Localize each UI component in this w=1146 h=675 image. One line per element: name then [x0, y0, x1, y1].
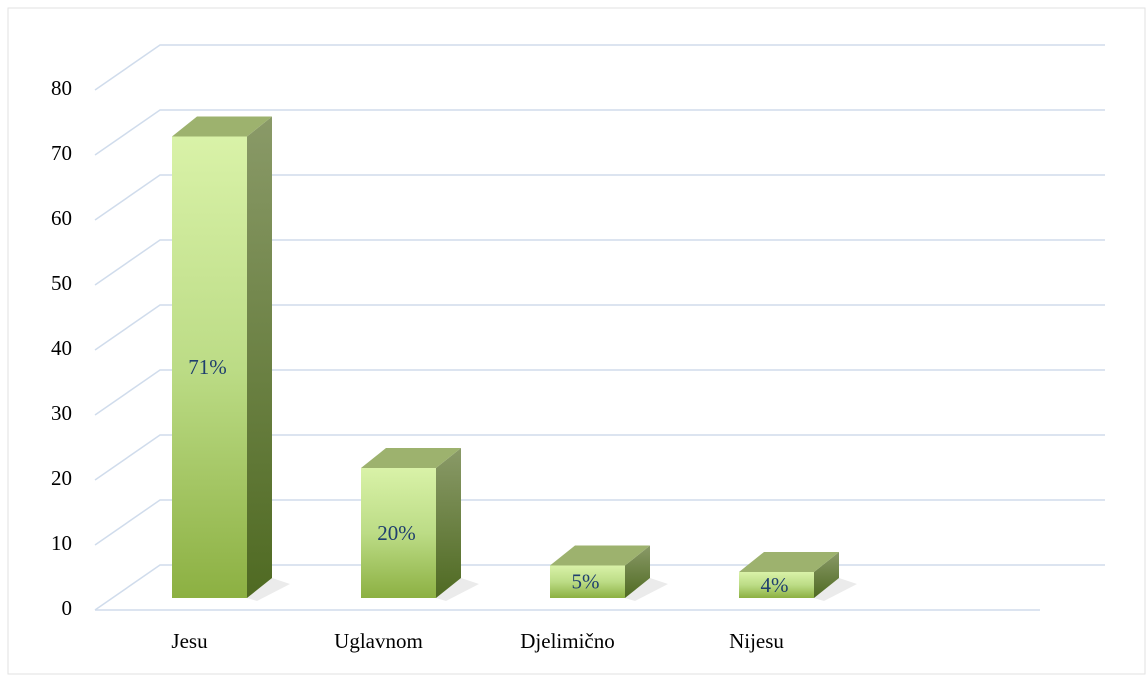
- grid-line: [94, 369, 1105, 416]
- bar-shadow: [247, 578, 290, 601]
- y-tick-label: 10: [51, 531, 72, 555]
- bar-front: [550, 565, 625, 598]
- bar-side: [247, 116, 272, 598]
- bar: [739, 552, 857, 601]
- y-tick-label: 0: [62, 596, 73, 620]
- bar-side: [814, 552, 839, 598]
- grid-line: [94, 499, 1105, 546]
- value-label: 71%: [188, 355, 227, 379]
- bar-shadow: [814, 578, 857, 601]
- x-tick-label: Nijesu: [729, 629, 784, 653]
- grid-line: [94, 44, 1105, 91]
- bar-side: [625, 545, 650, 598]
- grid-line: [94, 174, 1105, 221]
- bar-top: [739, 552, 839, 572]
- y-tick-label: 80: [51, 76, 72, 100]
- bar-top: [172, 116, 272, 137]
- grid-line: [94, 239, 1105, 286]
- bar: [550, 545, 668, 601]
- y-tick-label: 20: [51, 466, 72, 490]
- bar-front: [739, 572, 814, 598]
- bar: [172, 116, 290, 601]
- grid-line: [94, 109, 1105, 156]
- bar-front: [361, 468, 436, 598]
- y-tick-label: 40: [51, 336, 72, 360]
- bar-shadow: [436, 578, 479, 601]
- grid-line: [94, 304, 1105, 351]
- bar: [361, 448, 479, 601]
- grid-line: [94, 434, 1105, 481]
- y-tick-label: 30: [51, 401, 72, 425]
- frame: [7, 7, 1146, 675]
- value-label: 20%: [377, 521, 416, 545]
- value-label: 4%: [761, 573, 789, 597]
- y-tick-label: 50: [51, 271, 72, 295]
- x-tick-label: Uglavnom: [334, 629, 423, 653]
- x-tick-label: Jesu: [171, 629, 208, 653]
- y-tick-label: 60: [51, 206, 72, 230]
- bar-top: [550, 545, 650, 566]
- x-tick-label: Djelimično: [520, 629, 614, 653]
- value-label: 5%: [572, 570, 600, 594]
- bar-front: [172, 136, 247, 598]
- y-tick-label: 70: [51, 141, 72, 165]
- bar-side: [436, 448, 461, 598]
- bar-shadow: [625, 578, 668, 601]
- bar-top: [361, 448, 461, 468]
